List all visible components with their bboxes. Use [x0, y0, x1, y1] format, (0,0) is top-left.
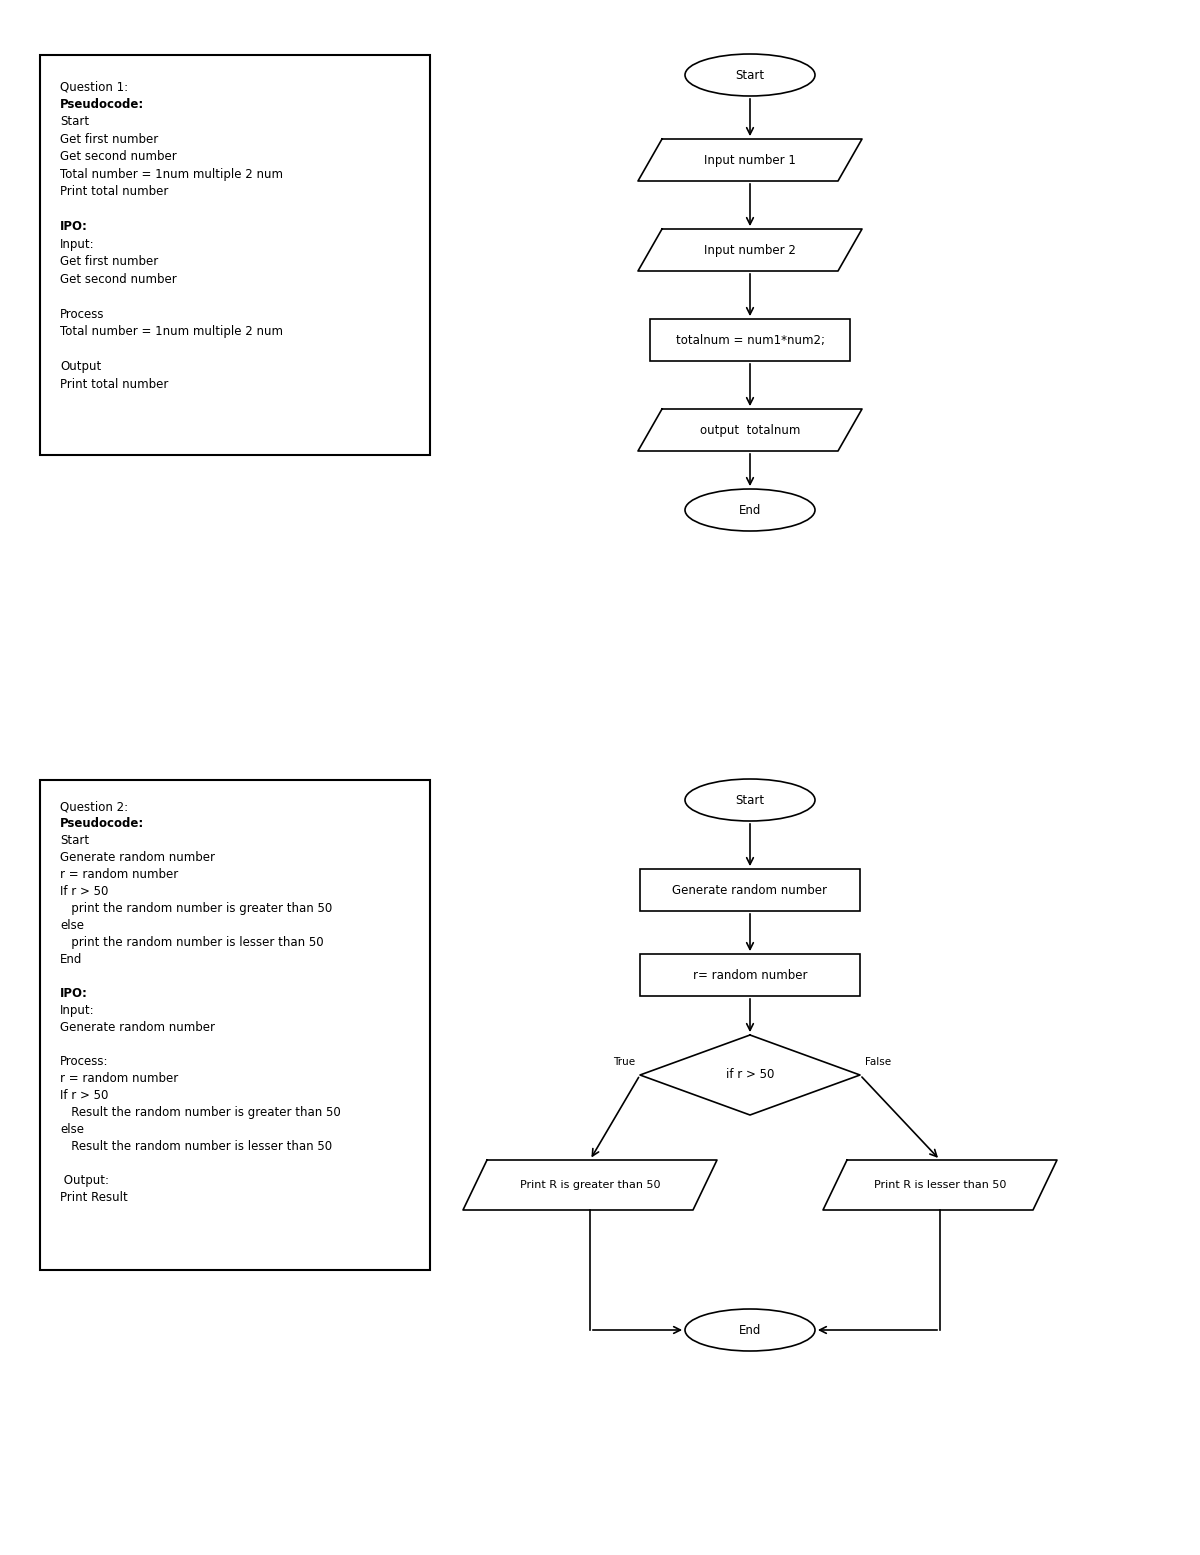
- Text: Generate random number: Generate random number: [672, 883, 828, 897]
- Polygon shape: [823, 1160, 1057, 1210]
- Text: Pseudocode:: Pseudocode:: [60, 816, 144, 830]
- Bar: [640, 955, 860, 997]
- Text: Total number = 1num multiple 2 num: Total number = 1num multiple 2 num: [60, 325, 283, 337]
- Text: Start: Start: [736, 793, 764, 807]
- Text: Print total number: Print total number: [60, 185, 168, 197]
- Text: print the random number is greater than 50: print the random number is greater than …: [60, 902, 332, 914]
- Text: Print R is greater than 50: Print R is greater than 50: [520, 1180, 660, 1190]
- Bar: [40, 781, 430, 1270]
- Text: Input number 1: Input number 1: [704, 154, 796, 166]
- Text: Result the random number is greater than 50: Result the random number is greater than…: [60, 1106, 341, 1120]
- Text: Get first number: Get first number: [60, 255, 158, 267]
- Text: If r > 50: If r > 50: [60, 885, 108, 897]
- Text: Input number 2: Input number 2: [704, 244, 796, 257]
- Text: r = random number: r = random number: [60, 1071, 179, 1085]
- Text: Question 2:: Question 2:: [60, 799, 128, 813]
- Text: Generate random number: Generate random number: [60, 851, 215, 865]
- Text: Total number = 1num multiple 2 num: Total number = 1num multiple 2 num: [60, 168, 283, 180]
- Text: Input:: Input:: [60, 238, 95, 250]
- Text: else: else: [60, 919, 84, 931]
- Polygon shape: [638, 409, 862, 451]
- Text: else: else: [60, 1123, 84, 1137]
- Bar: [640, 869, 860, 911]
- Text: Start: Start: [60, 115, 89, 128]
- Ellipse shape: [685, 488, 815, 530]
- Text: output  totalnum: output totalnum: [700, 423, 800, 437]
- Ellipse shape: [685, 1309, 815, 1351]
- Text: Print R is lesser than 50: Print R is lesser than 50: [874, 1180, 1006, 1190]
- Text: if r > 50: if r > 50: [726, 1068, 774, 1081]
- Text: True: True: [613, 1057, 635, 1067]
- Polygon shape: [638, 138, 862, 180]
- Text: Generate random number: Generate random number: [60, 1022, 215, 1034]
- Polygon shape: [463, 1160, 718, 1210]
- Text: Print total number: Print total number: [60, 378, 168, 390]
- Text: r = random number: r = random number: [60, 868, 179, 882]
- Text: Print Result: Print Result: [60, 1191, 127, 1204]
- Text: End: End: [739, 504, 761, 516]
- Bar: [650, 319, 850, 361]
- Text: Process:: Process:: [60, 1054, 108, 1068]
- Text: Output:: Output:: [60, 1174, 109, 1186]
- Text: False: False: [865, 1057, 892, 1067]
- Polygon shape: [638, 229, 862, 271]
- Text: Input:: Input:: [60, 1005, 95, 1017]
- Text: If r > 50: If r > 50: [60, 1088, 108, 1102]
- Text: r= random number: r= random number: [692, 969, 808, 981]
- Text: End: End: [739, 1323, 761, 1336]
- Polygon shape: [640, 1036, 860, 1115]
- Text: Pseudocode:: Pseudocode:: [60, 98, 144, 110]
- Text: Start: Start: [736, 68, 764, 81]
- Ellipse shape: [685, 779, 815, 821]
- Text: Get first number: Get first number: [60, 132, 158, 146]
- Text: IPO:: IPO:: [60, 987, 88, 1000]
- Text: totalnum = num1*num2;: totalnum = num1*num2;: [676, 333, 824, 347]
- Text: Output: Output: [60, 361, 101, 373]
- Text: Get second number: Get second number: [60, 149, 176, 163]
- Text: IPO:: IPO:: [60, 219, 88, 233]
- Text: Process: Process: [60, 308, 104, 320]
- Text: print the random number is lesser than 50: print the random number is lesser than 5…: [60, 936, 324, 949]
- Text: End: End: [60, 953, 83, 966]
- Text: Question 1:: Question 1:: [60, 79, 128, 93]
- Bar: [40, 54, 430, 456]
- Ellipse shape: [685, 54, 815, 96]
- Text: Result the random number is lesser than 50: Result the random number is lesser than …: [60, 1140, 332, 1152]
- Text: Start: Start: [60, 833, 89, 847]
- Text: Get second number: Get second number: [60, 272, 176, 286]
